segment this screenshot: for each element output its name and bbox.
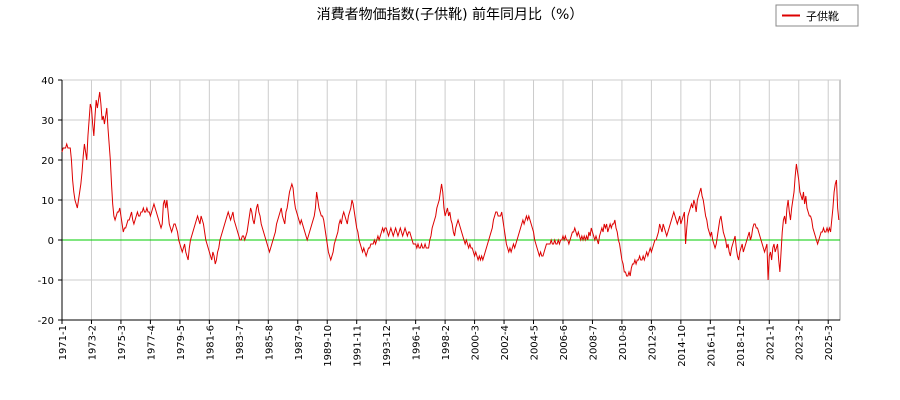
series-line <box>61 91 840 281</box>
x-tick-label: 2012-9 <box>647 325 658 360</box>
x-tick-label: 1991-11 <box>353 325 364 367</box>
x-tick-label: 1973-2 <box>87 325 98 360</box>
x-tick-label: 2000-3 <box>471 325 482 360</box>
x-tick-label: 2025-3 <box>824 325 835 360</box>
y-tick-label: 30 <box>41 116 54 127</box>
x-tick-label: 2023-2 <box>795 325 806 360</box>
y-tick-label: 0 <box>48 236 54 247</box>
y-tick-label: -10 <box>38 276 54 287</box>
x-tick-label: 1981-6 <box>205 325 216 360</box>
y-tick-label: 10 <box>41 196 54 207</box>
x-tick-label: 2010-8 <box>618 325 629 360</box>
x-tick-label: 1987-9 <box>294 325 305 360</box>
x-tick-label: 1996-1 <box>412 325 423 360</box>
x-tick-label: 2014-10 <box>677 325 688 367</box>
legend-box <box>775 4 859 27</box>
x-tick-label: 2004-5 <box>530 325 541 360</box>
y-tick-label: 40 <box>41 76 54 87</box>
x-tick-label: 2008-7 <box>588 325 599 360</box>
y-tick-label: -20 <box>38 316 54 327</box>
x-tick-label: 1993-12 <box>382 325 393 367</box>
x-tick-label: 1989-10 <box>323 325 334 367</box>
x-tick-label: 1971-1 <box>58 325 69 360</box>
x-tick-label: 1977-4 <box>146 325 157 360</box>
y-tick-label: 20 <box>41 156 54 167</box>
x-tick-label: 1983-7 <box>235 325 246 360</box>
x-tick-label: 2021-1 <box>765 325 776 360</box>
x-tick-label: 1985-8 <box>264 325 275 360</box>
x-tick-label: 2018-12 <box>736 325 747 367</box>
chart-title: 消費者物価指数(子供靴) 前年同月比（%） <box>317 6 584 23</box>
x-tick-label: 1998-2 <box>441 325 452 360</box>
x-tick-label: 1975-3 <box>117 325 128 360</box>
x-tick-label: 2002-4 <box>500 325 511 360</box>
legend-label: 子供靴 <box>806 9 839 23</box>
x-tick-label: 2006-6 <box>559 325 570 360</box>
x-tick-label: 2016-11 <box>706 325 717 367</box>
x-tick-label: 1979-5 <box>176 325 187 360</box>
